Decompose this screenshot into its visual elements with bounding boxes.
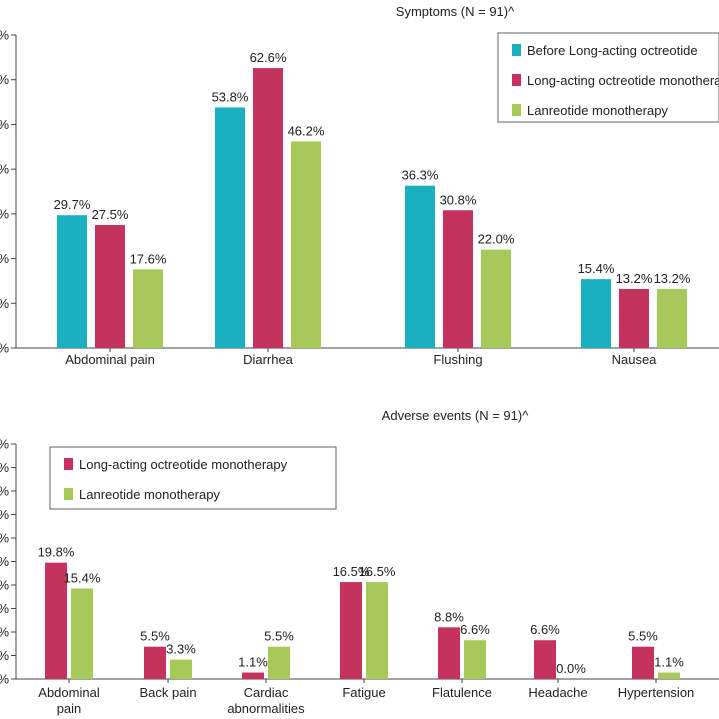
bar: [481, 249, 511, 348]
legend-swatch: [64, 488, 73, 500]
y-tick-label: %: [0, 251, 9, 266]
bar: [366, 582, 388, 679]
bar: [57, 215, 87, 348]
bar-value-label: 3.3%: [166, 642, 196, 657]
bar-value-label: 19.8%: [38, 545, 75, 560]
bar: [443, 210, 473, 348]
y-tick-label: %: [0, 484, 9, 499]
y-tick-label: %: [0, 625, 9, 640]
bar-value-label: 13.2%: [616, 271, 653, 286]
y-tick-label: %: [0, 437, 9, 452]
bar: [581, 279, 611, 348]
y-tick-label: %: [0, 28, 9, 43]
bar: [133, 269, 163, 348]
bar: [45, 562, 67, 679]
y-tick-label: %: [0, 341, 9, 356]
y-tick-label: %: [0, 507, 9, 522]
y-tick-label: %: [0, 531, 9, 546]
bar-value-label: 36.3%: [402, 168, 439, 183]
x-tick-label: Cardiac abnormalities: [227, 685, 305, 716]
bar: [658, 672, 680, 679]
x-tick-label: Flatulence: [432, 685, 492, 700]
x-tick-label: Hypertension: [618, 685, 695, 700]
bar: [268, 646, 290, 679]
bar-value-label: 22.0%: [478, 232, 515, 247]
bar: [253, 68, 283, 349]
legend-swatch: [64, 458, 73, 470]
x-tick-label: Nausea: [612, 352, 658, 367]
legend-label: Before Long-acting octreotide: [527, 43, 698, 58]
bar: [291, 141, 321, 348]
bar-value-label: 29.7%: [54, 197, 91, 212]
bar: [405, 185, 435, 348]
bar-value-label: 15.4%: [578, 261, 615, 276]
y-tick-label: %: [0, 672, 9, 687]
bar: [438, 627, 460, 679]
bar: [95, 225, 125, 348]
bar-value-label: 5.5%: [140, 629, 170, 644]
bar-value-label: 15.4%: [64, 571, 101, 586]
legend-label: Long-acting octreotide monotherapy: [527, 73, 719, 88]
chart-panel-2: Adverse events (N = 91)^%%%%%%%%%%% 19.8%…: [0, 408, 719, 716]
legend-swatch: [512, 104, 521, 116]
bar: [632, 646, 654, 679]
bar: [534, 640, 556, 679]
chart-panel-1: Symptoms (N = 91)^%%%%%%%% 29.7%27.5% 17.6…: [0, 4, 719, 367]
y-tick-label: %: [0, 117, 9, 132]
bar: [215, 107, 245, 349]
x-tick-label: Flushing: [433, 352, 482, 367]
bar-value-label: 8.8%: [434, 609, 464, 624]
x-tick-label: Abdominal pain: [38, 685, 100, 716]
bar: [170, 659, 192, 679]
legend-label: Long-acting octreotide monotherapy: [79, 457, 288, 472]
x-tick-label: Abdominal pain: [65, 352, 155, 367]
y-tick-label: %: [0, 296, 9, 311]
bar-value-label: 5.5%: [628, 629, 658, 644]
bar-value-label: 13.2%: [654, 271, 691, 286]
x-tick-label: Fatigue: [342, 685, 385, 700]
legend-label: Lanreotide monotherapy: [79, 487, 220, 502]
chart-title: Adverse events (N = 91)^: [382, 408, 530, 423]
bar: [619, 288, 649, 348]
bar: [464, 640, 486, 679]
y-tick-label: %: [0, 460, 9, 475]
bar-value-label: 0.0%: [556, 661, 586, 676]
legend-swatch: [512, 74, 521, 86]
chart-title: Symptoms (N = 91)^: [396, 4, 515, 19]
legend-box: [49, 446, 337, 510]
bar: [71, 588, 93, 679]
y-tick-label: %: [0, 72, 9, 87]
x-tick-label: Back pain: [139, 685, 196, 700]
bar-value-label: 5.5%: [264, 629, 294, 644]
bar-value-label: 1.1%: [654, 655, 684, 670]
bar-value-label: 46.2%: [288, 123, 325, 138]
bar-value-label: 6.6%: [460, 622, 490, 637]
y-tick-label: %: [0, 554, 9, 569]
bar-value-label: 16.5%: [359, 564, 396, 579]
bar-value-label: 1.1%: [238, 655, 268, 670]
legend-box: [497, 32, 719, 123]
bar-value-label: 6.6%: [530, 622, 560, 637]
bar-value-label: 53.8%: [212, 89, 249, 104]
x-tick-label: Diarrhea: [243, 352, 294, 367]
bar-value-label: 62.6%: [250, 50, 287, 65]
y-tick-label: %: [0, 601, 9, 616]
y-tick-label: %: [0, 578, 9, 593]
bar-value-label: 27.5%: [92, 207, 129, 222]
y-tick-label: %: [0, 162, 9, 177]
bar-value-label: 30.8%: [440, 192, 477, 207]
legend-swatch: [512, 44, 521, 56]
bar-value-label: 16.5%: [333, 564, 370, 579]
y-tick-label: %: [0, 206, 9, 221]
bar: [144, 646, 166, 679]
y-tick-label: %: [0, 648, 9, 663]
bar: [657, 288, 687, 348]
x-tick-label: Headache: [528, 685, 587, 700]
legend-label: Lanreotide monotherapy: [527, 103, 668, 118]
bar: [242, 672, 264, 679]
bar: [340, 582, 362, 679]
bar-value-label: 17.6%: [130, 251, 167, 266]
